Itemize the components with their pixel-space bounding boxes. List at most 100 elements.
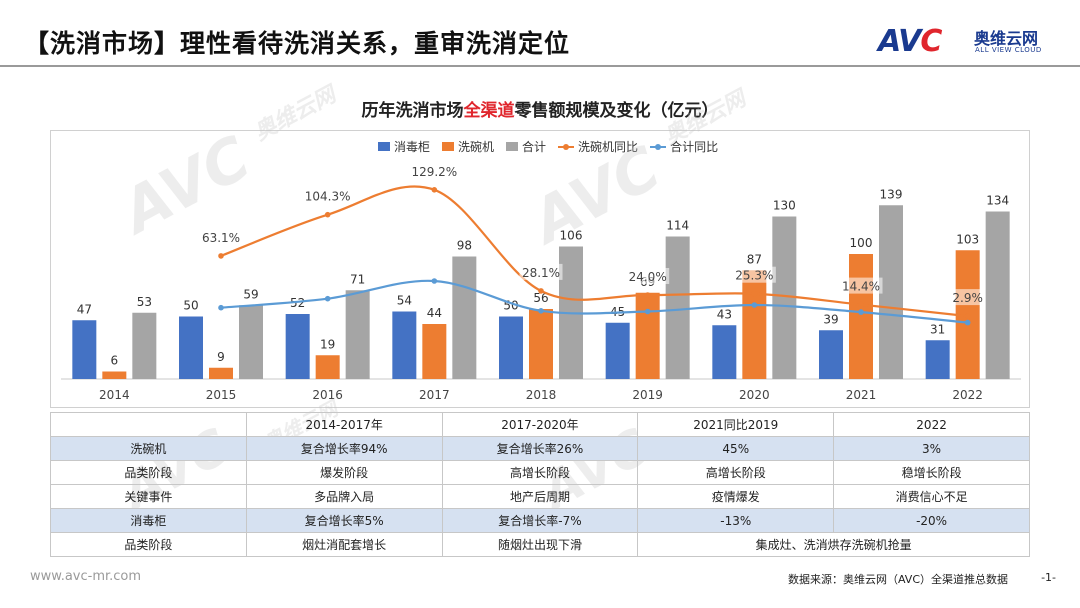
dishwasher-bar <box>102 371 127 379</box>
legend-label: 消毒柜 <box>394 140 431 154</box>
dishwasher-yoy-label-bg <box>199 228 243 245</box>
dishwasher-bar <box>422 324 447 379</box>
table-cell: 关键事件 <box>50 484 247 509</box>
title-divider <box>0 65 1080 67</box>
table-cell: 随烟灶出现下滑 <box>441 532 639 557</box>
dishwasher-yoy-value-label: 28.1% <box>522 266 560 280</box>
page-number: -1- <box>1041 571 1056 584</box>
disinfect-bar <box>925 340 950 379</box>
dishwasher-yoy-value-label: 14.4% <box>842 280 880 294</box>
logo-chinese-name: 奥维云网 <box>974 29 1039 48</box>
logo-english-name: ALL VIEW CLOUD <box>975 46 1042 54</box>
dishwasher-yoy-label-bg <box>949 289 986 306</box>
dishwasher-bar-value-label: 9 <box>217 350 225 364</box>
dishwasher-bar-value-label: 87 <box>747 252 762 266</box>
x-tick-label: 2020 <box>739 388 770 402</box>
legend-swatch <box>558 143 575 150</box>
dishwasher-bar-value-label: 103 <box>956 232 979 246</box>
legend-item: 洗碗机 <box>442 138 494 155</box>
table-header-cell <box>50 412 247 437</box>
dishwasher-bar-value-label: 19 <box>320 337 335 351</box>
total-yoy-point <box>538 308 544 314</box>
table-header-cell: 2017-2020年 <box>441 412 639 437</box>
data-source-note: 数据来源：奥维云网（AVC）全渠道推总数据 <box>787 573 1008 586</box>
total-yoy-point <box>218 304 224 311</box>
total-bar <box>132 312 157 379</box>
dishwasher-yoy-line <box>220 185 968 318</box>
legend-swatch <box>378 142 390 151</box>
legend-swatch <box>442 142 455 151</box>
x-tick-label: 2015 <box>206 388 237 402</box>
legend-swatch <box>506 142 519 151</box>
disinfect-bar <box>72 320 97 379</box>
table-header-row: 2014-2017年 2017-2020年 2021同比2019 2022 <box>50 412 1030 437</box>
total-yoy-point <box>751 302 758 308</box>
dishwasher-bar <box>529 309 553 379</box>
total-yoy-point <box>964 319 971 326</box>
dishwasher-bar-value-label: 6 <box>111 354 119 368</box>
table-cell: 消毒柜 <box>50 508 247 533</box>
dishwasher-yoy-point <box>751 290 758 297</box>
x-tick-label: 2019 <box>632 388 663 402</box>
total-bar <box>985 211 1010 379</box>
total-bar <box>665 236 690 379</box>
table-cell: 地产后周期 <box>441 484 639 509</box>
table-cell: 集成灶、洗消烘存洗碗机抢量 <box>637 532 1030 557</box>
table-row: 洗碗机 复合增长率94% 复合增长率26% 45% 3% <box>50 436 1030 461</box>
table-cell: 消费信心不足 <box>833 484 1030 509</box>
dishwasher-yoy-label-bg <box>519 263 563 280</box>
disinfect-bar-value-label: 47 <box>77 302 92 316</box>
legend-label: 洗碗机 <box>458 140 495 154</box>
total-bar <box>879 205 903 379</box>
dishwasher-yoy-point <box>858 301 864 308</box>
total-bar <box>239 305 263 379</box>
total-bar-value-label: 134 <box>986 194 1009 208</box>
dishwasher-bar <box>209 367 233 379</box>
x-tick-label: 2014 <box>99 388 130 402</box>
legend-item: 洗碗机同比 <box>558 138 638 155</box>
disinfect-bar-value-label: 52 <box>290 296 305 310</box>
table-header-cell: 2021同比2019 <box>637 412 835 437</box>
dishwasher-bar <box>315 355 340 379</box>
dishwasher-bar <box>742 270 767 379</box>
legend-item: 合计 <box>506 138 546 155</box>
table-row: 消毒柜 复合增长率5% 复合增长率-7% -13% -20% <box>50 508 1030 533</box>
table-cell: 洗碗机 <box>50 436 247 461</box>
dishwasher-yoy-point <box>964 313 971 319</box>
total-yoy-point <box>324 295 331 302</box>
disinfect-bar <box>819 330 843 379</box>
dishwasher-yoy-value-label: 129.2% <box>411 165 457 179</box>
disinfect-bar-value-label: 43 <box>717 307 732 321</box>
disinfect-bar-value-label: 54 <box>397 294 412 308</box>
table-cell: 品类阶段 <box>50 532 247 557</box>
legend-label: 洗碗机同比 <box>578 140 639 154</box>
dishwasher-yoy-label-bg <box>626 268 670 284</box>
disinfect-bar-value-label: 39 <box>823 312 838 326</box>
table-cell: -20% <box>833 508 1030 533</box>
table-row: 品类阶段 烟灶消配套增长 随烟灶出现下滑 集成灶、洗消烘存洗碗机抢量 <box>50 532 1030 557</box>
total-yoy-line <box>220 279 968 324</box>
total-bar <box>345 290 370 379</box>
table-cell: 复合增长率94% <box>245 436 443 461</box>
table-header-cell: 2014-2017年 <box>245 412 443 437</box>
total-bar-value-label: 106 <box>560 229 583 243</box>
dishwasher-bar <box>849 254 873 379</box>
retail-scale-chart: 4765320145095920155219712016544498201750… <box>61 162 1021 402</box>
x-tick-label: 2016 <box>312 388 343 402</box>
dishwasher-yoy-value-label: 2.9% <box>952 291 983 305</box>
dishwasher-yoy-point <box>431 187 438 193</box>
table-cell: 疫情爆发 <box>637 484 835 509</box>
disinfect-bar <box>392 311 417 379</box>
total-yoy-point <box>858 309 864 315</box>
total-bar-value-label: 53 <box>137 295 152 309</box>
dishwasher-yoy-value-label: 24.0% <box>629 270 667 284</box>
dishwasher-bar-value-label: 100 <box>850 236 873 250</box>
disinfect-bar <box>712 325 737 379</box>
table-cell: 45% <box>637 436 835 461</box>
dishwasher-yoy-value-label: 104.3% <box>305 190 351 204</box>
total-bar-value-label: 71 <box>350 272 365 286</box>
legend-label: 合计同比 <box>670 140 719 154</box>
avc-logo: AVC 奥维云网 ALL VIEW CLOUD <box>878 24 1058 59</box>
dishwasher-bar-value-label: 56 <box>533 291 548 305</box>
x-tick-label: 2022 <box>952 388 983 402</box>
